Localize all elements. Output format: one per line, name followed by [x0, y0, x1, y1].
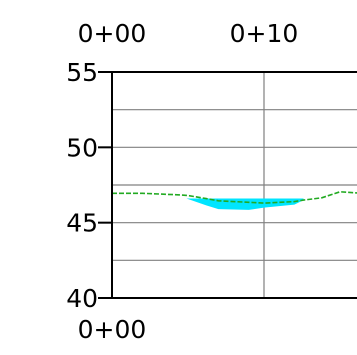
grid: [112, 72, 357, 298]
series-layer: [112, 190, 357, 204]
x-top-label: 0+00: [78, 19, 147, 48]
y-tick-label: 40: [66, 284, 98, 313]
axes: [98, 71, 357, 299]
water-fill: [186, 198, 304, 210]
y-tick-label: 50: [66, 133, 98, 162]
x-bottom-label: 0+00: [78, 315, 147, 344]
y-tick-label: 45: [66, 209, 98, 238]
x-top-label: 0+10: [230, 19, 299, 48]
y-tick-label: 55: [66, 58, 98, 87]
water-fill-layer: [186, 198, 304, 210]
ground-profile-line: [112, 190, 357, 204]
